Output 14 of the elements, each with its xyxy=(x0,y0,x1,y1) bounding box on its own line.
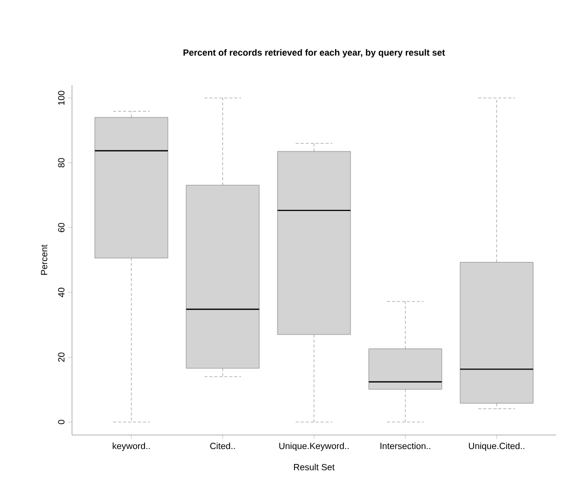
x-tick-label: Unique.Keyword.. xyxy=(279,442,349,451)
y-tick-label: 80 xyxy=(58,158,64,168)
x-tick-label: Intersection.. xyxy=(380,442,430,450)
chart-title: Percent of records retrieved for each year, by query result set xyxy=(184,49,445,58)
y-tick-label: 60 xyxy=(58,222,64,232)
y-tick-label: 40 xyxy=(58,288,64,298)
x-tick-label: Cited.. xyxy=(210,442,235,450)
y-tick-label: 20 xyxy=(58,352,64,362)
y-axis-title: Percent xyxy=(41,244,48,275)
x-axis-title: Result Set xyxy=(294,464,335,470)
x-tick-label: keyword.. xyxy=(112,442,150,451)
y-tick-label: 0 xyxy=(58,420,64,424)
y-tick-label: 100 xyxy=(58,90,64,105)
x-tick-label: Unique.Cited.. xyxy=(468,442,524,451)
